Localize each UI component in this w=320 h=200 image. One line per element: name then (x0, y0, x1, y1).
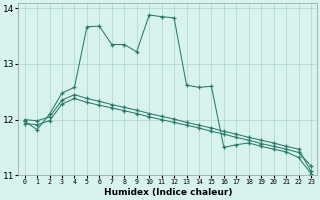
X-axis label: Humidex (Indice chaleur): Humidex (Indice chaleur) (104, 188, 232, 197)
